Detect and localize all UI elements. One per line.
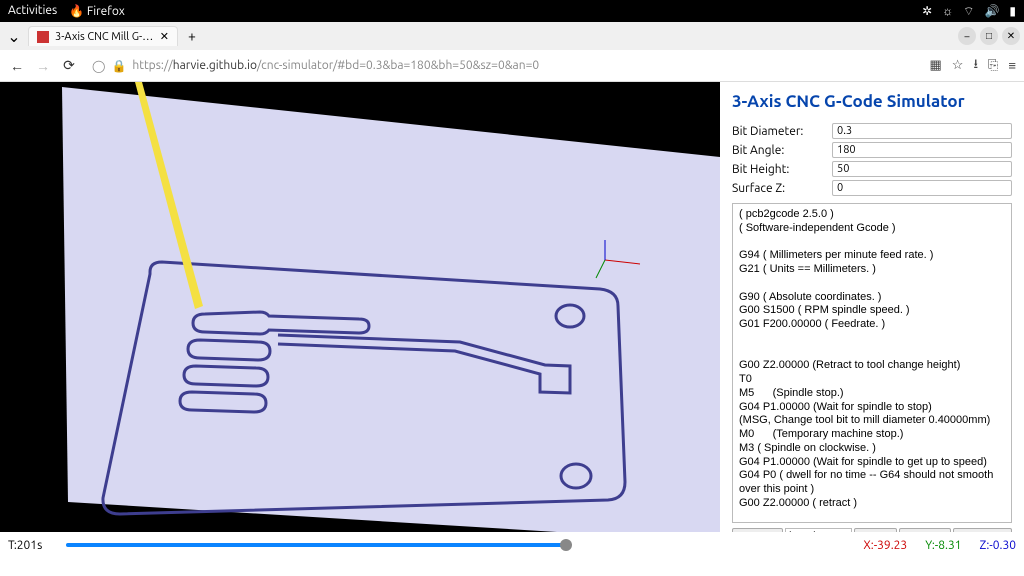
tab-title: 3-Axis CNC Mill G-Cod… <box>55 31 154 43</box>
shield-icon: ◯ <box>92 59 105 73</box>
surface-z-input[interactable] <box>832 180 1012 196</box>
time-slider[interactable] <box>66 543 566 547</box>
controls-sidebar: 3-Axis CNC G-Code Simulator Bit Diameter… <box>720 82 1024 532</box>
maximize-button[interactable]: □ <box>980 27 998 45</box>
browse-button[interactable]: Browse... <box>732 528 783 532</box>
slider-thumb[interactable] <box>560 539 572 551</box>
reload-button[interactable]: ⟳ <box>60 57 78 75</box>
desktop-top-bar: Activities 🔥 Firefox ✲ ☼ ⌔ 🔊 ▮ <box>0 0 1024 22</box>
browser-tab[interactable]: 3-Axis CNC Mill G-Cod… ✕ <box>28 26 178 46</box>
bookmark-icon[interactable]: ☆ <box>952 58 964 73</box>
battery-icon[interactable]: ▮ <box>1009 4 1016 18</box>
extension-icon[interactable]: ⎘ <box>988 58 998 73</box>
download-icon[interactable]: ⭳ <box>973 55 978 77</box>
tab-favicon-icon <box>37 31 49 43</box>
bit-diameter-label: Bit Diameter: <box>732 125 832 138</box>
page-title: 3-Axis CNC G-Code Simulator <box>732 92 1012 111</box>
coord-z: Z:-0.30 <box>980 539 1017 552</box>
volume-icon[interactable]: 🔊 <box>984 4 999 18</box>
wifi-icon[interactable]: ⌔ <box>963 4 974 19</box>
qr-icon[interactable]: ▦ <box>929 58 941 73</box>
accessibility-icon[interactable]: ✲ <box>922 4 932 18</box>
time-label: T:201s <box>8 539 58 552</box>
lock-icon: 🔒 <box>111 59 126 73</box>
bit-height-input[interactable] <box>832 161 1012 177</box>
forward-button[interactable]: → <box>34 57 52 75</box>
to-url-button[interactable]: TO URL <box>854 528 898 532</box>
filename-field[interactable] <box>785 528 852 532</box>
url-toolbar: ← → ⟳ ◯ 🔒 https://harvie.github.io/cnc-s… <box>0 50 1024 82</box>
gcode-textarea[interactable] <box>732 203 1012 523</box>
app-name[interactable]: 🔥 Firefox <box>69 4 125 18</box>
animate-button[interactable]: ANIMATE <box>899 528 951 532</box>
bit-diameter-input[interactable] <box>832 123 1012 139</box>
brightness-icon[interactable]: ☼ <box>942 4 953 18</box>
cnc-canvas[interactable] <box>0 82 720 532</box>
bit-angle-label: Bit Angle: <box>732 144 832 157</box>
minimize-button[interactable]: – <box>958 27 976 45</box>
close-window-button[interactable]: ✕ <box>1002 27 1020 45</box>
page-content: 3-Axis CNC G-Code Simulator Bit Diameter… <box>0 82 1024 532</box>
back-button[interactable]: ← <box>8 57 26 75</box>
activities-label[interactable]: Activities <box>8 4 57 18</box>
close-tab-icon[interactable]: ✕ <box>160 30 169 43</box>
cnc-3d-render <box>0 82 720 532</box>
coord-x: X:-39.23 <box>863 539 907 552</box>
bit-angle-input[interactable] <box>832 142 1012 158</box>
browser-tab-strip: ⌄ 3-Axis CNC Mill G-Cod… ✕ + – □ ✕ <box>0 22 1024 50</box>
status-bar: T:201s X:-39.23 Y:-8.31 Z:-0.30 <box>0 532 1024 558</box>
bit-height-label: Bit Height: <box>732 163 832 176</box>
menu-icon[interactable]: ≡ <box>1008 58 1016 73</box>
tabs-dropdown-icon[interactable]: ⌄ <box>4 27 24 46</box>
url-text: https://harvie.github.io/cnc-simulator/#… <box>132 59 539 72</box>
coord-y: Y:-8.31 <box>925 539 961 552</box>
simulate-button[interactable]: SIMULATE <box>953 528 1012 532</box>
surface-z-label: Surface Z: <box>732 182 832 195</box>
new-tab-button[interactable]: + <box>182 28 202 44</box>
address-bar[interactable]: ◯ 🔒 https://harvie.github.io/cnc-simulat… <box>86 59 921 73</box>
